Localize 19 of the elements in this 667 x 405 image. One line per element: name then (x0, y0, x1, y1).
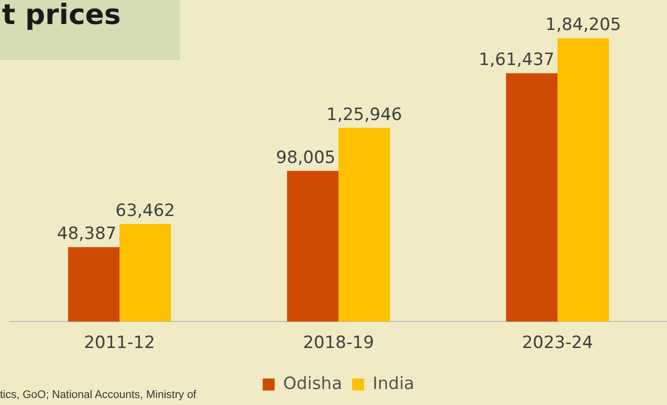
bar (338, 128, 390, 322)
data-label: 98,005 (276, 148, 336, 168)
data-label: 1,61,437 (478, 50, 554, 70)
legend-label: India (372, 374, 414, 394)
legend-label: Odisha (283, 374, 342, 394)
bar (287, 170, 338, 322)
data-label: 1,25,946 (326, 104, 402, 125)
data-label: 1,84,205 (545, 15, 622, 36)
x-tick-label: 2023-24 (522, 333, 594, 354)
x-tick-label: 2018-19 (302, 333, 374, 354)
chart-title: t prices (0, 0, 180, 60)
bar (506, 73, 558, 322)
data-label: 48,387 (57, 224, 116, 244)
bar (68, 247, 120, 322)
text: tics, GoO; National Accounts, Ministry of (0, 389, 196, 401)
bar (120, 224, 171, 322)
data-label: 63,462 (115, 200, 175, 221)
x-tick-label: 2011-12 (84, 333, 156, 354)
bar (558, 38, 609, 322)
